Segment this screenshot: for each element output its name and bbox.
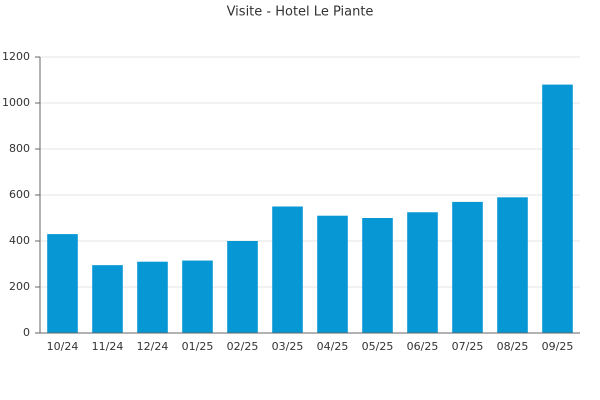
bar — [182, 260, 213, 333]
x-tick-label: 02/25 — [227, 340, 259, 353]
bar — [137, 261, 168, 333]
bar — [92, 265, 123, 333]
bar — [227, 241, 258, 333]
x-tick-label: 06/25 — [407, 340, 439, 353]
x-tick-label: 01/25 — [182, 340, 214, 353]
x-tick-label: 08/25 — [497, 340, 529, 353]
bar — [317, 215, 348, 333]
bar — [407, 212, 438, 333]
x-tick-label: 12/24 — [137, 340, 169, 353]
bar — [47, 234, 78, 333]
y-tick-label: 1200 — [2, 50, 30, 63]
x-tick-label: 11/24 — [92, 340, 124, 353]
x-tick-label: 05/25 — [362, 340, 394, 353]
y-tick-label: 600 — [9, 188, 30, 201]
x-tick-label: 04/25 — [317, 340, 349, 353]
bar — [542, 84, 573, 333]
y-tick-label: 400 — [9, 234, 30, 247]
x-tick-label: 03/25 — [272, 340, 304, 353]
bar — [497, 197, 528, 333]
x-tick-label: 07/25 — [452, 340, 484, 353]
y-tick-label: 1000 — [2, 96, 30, 109]
y-tick-label: 0 — [23, 326, 30, 339]
chart-title: Visite - Hotel Le Piante — [227, 5, 374, 20]
bar — [272, 206, 303, 333]
y-tick-label: 800 — [9, 142, 30, 155]
y-tick-label: 200 — [9, 280, 30, 293]
x-tick-label: 10/24 — [47, 340, 79, 353]
bar — [452, 201, 483, 333]
x-tick-label: 09/25 — [542, 340, 574, 353]
bar — [362, 218, 393, 333]
